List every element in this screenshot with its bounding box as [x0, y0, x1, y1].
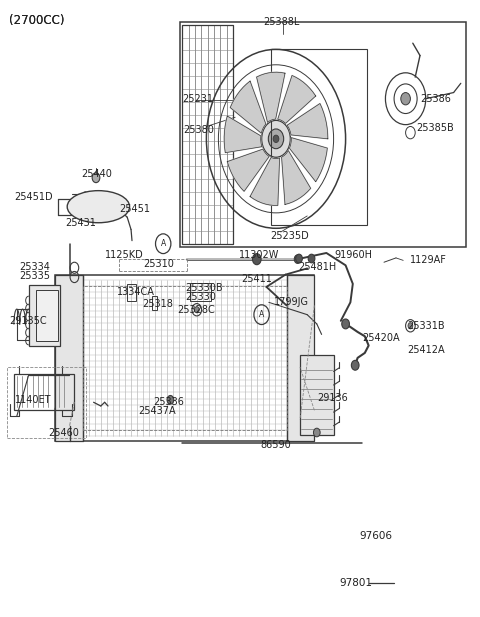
Circle shape: [252, 254, 261, 265]
Text: 25235D: 25235D: [270, 231, 309, 241]
Text: 25331B: 25331B: [407, 321, 444, 331]
Bar: [83, 286, 287, 430]
Bar: [287, 275, 314, 441]
Text: 1125KD: 1125KD: [105, 250, 144, 260]
Circle shape: [308, 254, 315, 263]
Text: 25310: 25310: [143, 259, 174, 269]
Polygon shape: [250, 157, 279, 205]
Bar: [36, 290, 58, 341]
Polygon shape: [228, 149, 269, 191]
Bar: [14, 374, 74, 410]
Text: A: A: [161, 239, 166, 248]
Text: 25335: 25335: [19, 271, 50, 281]
Text: 25334: 25334: [19, 262, 50, 272]
Text: 25437A: 25437A: [138, 406, 176, 416]
Circle shape: [408, 323, 413, 329]
Circle shape: [401, 93, 410, 105]
Text: 25440: 25440: [82, 169, 112, 179]
Text: 86590: 86590: [261, 441, 291, 450]
Polygon shape: [287, 104, 328, 139]
Ellipse shape: [67, 191, 130, 223]
Bar: [180, 22, 466, 247]
Bar: [271, 49, 367, 225]
Text: (2700CC): (2700CC): [9, 14, 64, 27]
Circle shape: [92, 173, 100, 183]
Bar: [190, 283, 211, 301]
Text: 25412A: 25412A: [407, 346, 444, 355]
Text: 25388L: 25388L: [263, 17, 300, 27]
Text: 29135C: 29135C: [10, 316, 47, 326]
Text: 25330B: 25330B: [185, 283, 222, 293]
Circle shape: [194, 307, 199, 313]
Text: 1140ET: 1140ET: [15, 395, 52, 405]
Text: A: A: [259, 310, 264, 319]
Text: 11302W: 11302W: [239, 250, 279, 260]
Text: 25481H: 25481H: [299, 262, 337, 271]
Bar: [29, 285, 60, 346]
Circle shape: [167, 395, 174, 404]
Text: 25328C: 25328C: [178, 305, 216, 315]
Circle shape: [273, 135, 279, 143]
Text: 25451D: 25451D: [14, 192, 53, 202]
Bar: [152, 296, 157, 310]
Polygon shape: [289, 138, 327, 181]
Bar: [182, 25, 233, 244]
Text: 97801: 97801: [339, 578, 372, 588]
Text: 25431: 25431: [65, 218, 96, 228]
Text: 25385B: 25385B: [417, 123, 455, 133]
Text: 25386: 25386: [420, 94, 451, 104]
Circle shape: [294, 255, 301, 263]
Text: 25231: 25231: [182, 94, 214, 104]
Circle shape: [313, 428, 320, 437]
Circle shape: [342, 319, 349, 329]
Circle shape: [262, 120, 290, 157]
Bar: [55, 275, 83, 441]
Text: 97606: 97606: [359, 531, 392, 541]
Text: 25336: 25336: [154, 397, 184, 407]
Bar: [300, 355, 334, 435]
Text: 91960H: 91960H: [334, 250, 372, 260]
Text: 25420A: 25420A: [362, 333, 400, 343]
Circle shape: [351, 360, 359, 370]
Text: (2700CC): (2700CC): [9, 14, 64, 27]
Text: 25318: 25318: [142, 299, 173, 309]
Text: 25380: 25380: [183, 125, 214, 135]
Text: 25451: 25451: [119, 204, 150, 214]
Text: 25460: 25460: [48, 428, 79, 438]
Circle shape: [83, 192, 88, 199]
Text: 29136: 29136: [317, 393, 348, 403]
Text: 1129AF: 1129AF: [410, 255, 447, 265]
Polygon shape: [278, 75, 316, 123]
Text: 25411: 25411: [241, 274, 272, 284]
Bar: [7, 367, 86, 438]
Polygon shape: [230, 81, 266, 133]
Circle shape: [268, 129, 284, 149]
Polygon shape: [224, 116, 262, 152]
Bar: [127, 284, 136, 301]
Polygon shape: [257, 72, 285, 122]
Text: 1799JG: 1799JG: [274, 297, 309, 307]
Polygon shape: [282, 151, 311, 204]
Circle shape: [296, 254, 302, 263]
Text: 1334CA: 1334CA: [117, 287, 155, 297]
Text: 25330: 25330: [185, 292, 216, 302]
Bar: [55, 275, 314, 441]
